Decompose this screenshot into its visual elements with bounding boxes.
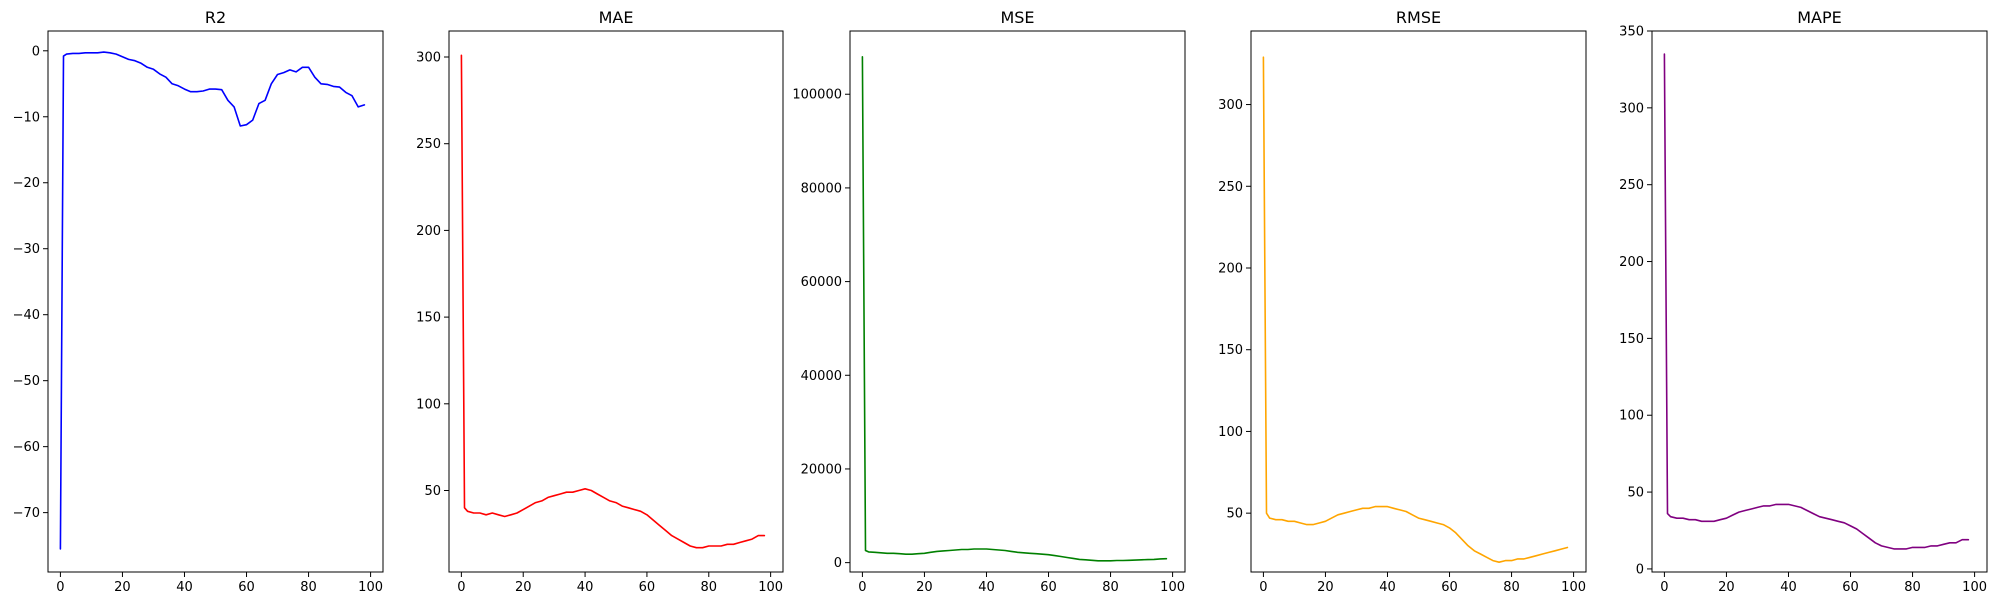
x-tick-label: 20 [1317,580,1334,595]
y-tick-label: 50 [1226,507,1243,522]
x-tick-label: 0 [1259,580,1267,595]
x-tick-label: 0 [1660,580,1668,595]
x-tick-label: 60 [1040,580,1057,595]
y-tick-label: 300 [1619,101,1644,116]
y-tick-label: 50 [1627,486,1644,501]
panel-title: MAPE [1797,8,1842,27]
y-tick-label: −40 [13,308,40,323]
y-tick-label: 100000 [792,88,842,103]
y-tick-label: 50 [424,484,441,499]
x-tick-label: 100 [358,580,383,595]
y-tick-label: 100 [1619,409,1644,424]
y-tick-label: 60000 [801,275,842,290]
y-tick-label: 200 [1218,261,1243,276]
y-tick-label: −70 [13,506,40,521]
x-tick-label: 20 [515,580,532,595]
x-tick-label: 0 [56,580,64,595]
y-tick-label: 100 [416,397,441,412]
x-tick-label: 100 [1160,580,1185,595]
y-tick-label: 150 [416,311,441,326]
x-tick-label: 40 [1379,580,1396,595]
y-tick-label: −30 [13,242,40,257]
y-tick-label: 80000 [801,181,842,196]
y-tick-label: 250 [416,137,441,152]
y-tick-label: 150 [1218,343,1243,358]
x-tick-label: 60 [238,580,255,595]
panel-rmse: RMSE 0 20 40 60 80 100 50 100 150 200 250 300 [1218,8,1587,595]
panel-mae: MAE 0 20 40 60 80 100 50 100 150 200 250 300 [416,8,784,595]
y-tick-label: 200 [1619,255,1644,270]
x-tick-label: 20 [114,580,131,595]
x-tick-label: 60 [639,580,656,595]
axes-frame [1250,30,1587,573]
series-line-mape [1663,53,1970,550]
x-tick-label: 80 [701,580,718,595]
x-tick-label: 80 [300,580,317,595]
y-tick-label: 250 [1619,178,1644,193]
x-tick-label: 20 [916,580,933,595]
axes-frame [47,30,384,573]
panel-mse: MSE 0 20 40 60 80 100 0 20000 40000 60000 80000 1000… [792,8,1186,595]
x-tick-label: 40 [1780,580,1797,595]
y-tick-label: −10 [13,110,40,125]
x-tick-label: 60 [1842,580,1859,595]
y-tick-label: 350 [1619,25,1644,40]
series-line-mae [460,54,766,549]
x-tick-label: 40 [978,580,995,595]
y-tick-label: 300 [416,51,441,66]
x-tick-label: 40 [577,580,594,595]
x-tick-label: 80 [1503,580,1520,595]
series-line-r2 [59,51,366,550]
y-tick-label: 0 [834,556,842,571]
y-tick-label: 0 [1636,562,1644,577]
x-tick-label: 20 [1718,580,1735,595]
panel-title: R2 [205,8,226,27]
x-tick-label: 100 [758,580,783,595]
axes-frame [1651,30,1988,573]
series-line-mse [861,55,1168,562]
y-tick-label: 200 [416,224,441,239]
x-tick-label: 80 [1904,580,1921,595]
y-tick-label: −20 [13,176,40,191]
y-tick-label: 100 [1218,425,1243,440]
x-tick-label: 0 [457,580,465,595]
x-tick-label: 100 [1561,580,1586,595]
y-tick-label: 250 [1218,180,1243,195]
y-tick-label: 150 [1619,332,1644,347]
panel-mape: MAPE 0 20 40 60 80 100 0 50 100 150 200 250 300 350 [1619,8,1988,595]
axes-frame [448,30,784,573]
y-tick-label: 20000 [801,462,842,477]
panel-r2: R2 0 20 40 60 80 100 0 −10 −20 −30 −40 −50 −60 −70 [13,8,384,595]
series-line-rmse [1262,56,1569,564]
x-tick-label: 60 [1441,580,1458,595]
y-tick-label: −50 [13,374,40,389]
x-tick-label: 0 [858,580,866,595]
y-tick-label: 40000 [801,369,842,384]
y-tick-label: 300 [1218,98,1243,113]
x-tick-label: 80 [1102,580,1119,595]
x-tick-label: 100 [1962,580,1987,595]
axes-frame [849,30,1186,573]
x-tick-label: 40 [176,580,193,595]
panel-title: MSE [1000,8,1034,27]
y-tick-label: −60 [13,440,40,455]
panel-title: RMSE [1396,8,1441,27]
panel-title: MAE [599,8,634,27]
y-tick-label: 0 [32,44,40,59]
